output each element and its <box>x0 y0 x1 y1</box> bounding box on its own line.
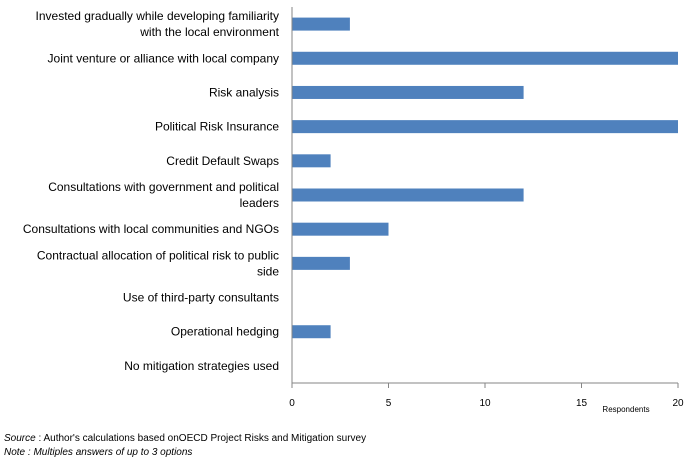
x-tick-label: 5 <box>386 398 392 409</box>
x-tick-label: 15 <box>576 398 588 409</box>
category-label: No mitigation strategies used <box>124 359 279 373</box>
bar <box>292 256 350 270</box>
category-label: Use of third-party consultants <box>123 291 279 305</box>
bars <box>292 17 678 339</box>
category-label: Operational hedging <box>171 325 279 339</box>
x-tick-label: 20 <box>672 398 684 409</box>
x-tick-label: 10 <box>479 398 491 409</box>
bar <box>292 85 524 99</box>
category-label-line: Invested gradually while developing fami… <box>36 9 279 23</box>
category-label-line: side <box>257 264 279 278</box>
bar <box>292 17 350 31</box>
category-label-line: No mitigation strategies used <box>124 359 279 373</box>
bar <box>292 188 524 202</box>
category-label-line: Risk analysis <box>209 85 279 99</box>
category-label-line: Consultations with government and politi… <box>48 180 279 194</box>
category-label: Joint venture or alliance with local com… <box>48 51 279 65</box>
bar-chart: Invested gradually while developing fami… <box>23 7 684 414</box>
category-label: Contractual allocation of political risk… <box>37 248 279 278</box>
category-label: Political Risk Insurance <box>155 120 279 134</box>
category-label-line: Contractual allocation of political risk… <box>37 248 279 262</box>
category-label-line: Consultations with local communities and… <box>23 222 279 236</box>
category-label: Consultations with government and politi… <box>48 180 279 210</box>
category-label-line: Operational hedging <box>171 325 279 339</box>
category-label-line: Credit Default Swaps <box>166 154 279 168</box>
footnotes: Source : Author's calculations based onO… <box>4 432 366 460</box>
category-labels: Invested gradually while developing fami… <box>23 9 280 373</box>
category-label-line: Use of third-party consultants <box>123 291 279 305</box>
x-axis-ticks: 0 5 10 15 20 <box>289 383 684 409</box>
category-label: Consultations with local communities and… <box>23 222 279 236</box>
bar <box>292 222 389 236</box>
bar <box>292 51 678 65</box>
category-label-line: Political Risk Insurance <box>155 120 279 134</box>
bar <box>292 325 331 339</box>
category-label-line: leaders <box>240 196 279 210</box>
note-line: Note : Multiples answers of up to 3 opti… <box>4 447 193 458</box>
category-label-line: with the local environment <box>139 25 279 39</box>
bar <box>292 154 331 168</box>
x-tick-label: 0 <box>289 398 295 409</box>
bar <box>292 120 678 134</box>
source-line: Source : Author's calculations based onO… <box>4 432 366 446</box>
source-text: : Author's calculations based onOECD Pro… <box>35 433 367 444</box>
category-label-line: Joint venture or alliance with local com… <box>48 51 279 65</box>
category-label: Invested gradually while developing fami… <box>36 9 280 39</box>
category-label: Risk analysis <box>209 85 279 99</box>
category-label: Credit Default Swaps <box>166 154 279 168</box>
source-key: Source <box>4 433 36 444</box>
x-axis-title: Respondents <box>602 405 649 414</box>
